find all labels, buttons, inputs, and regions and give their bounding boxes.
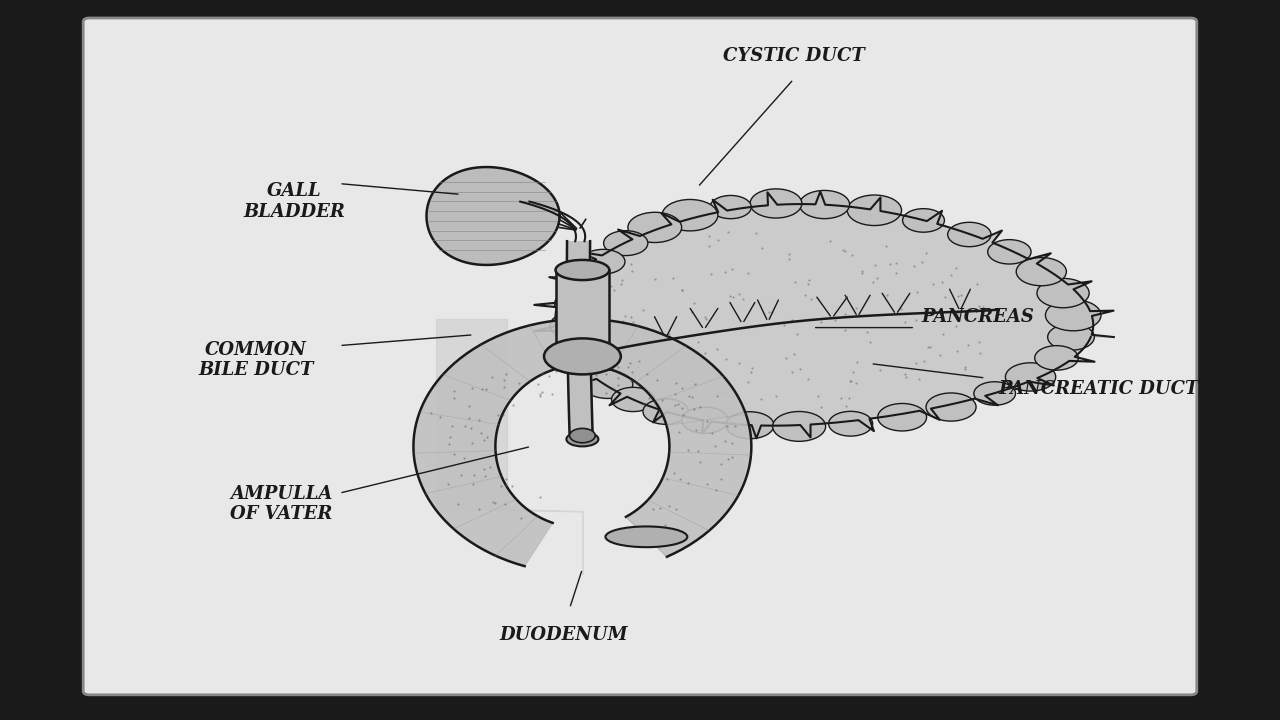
Circle shape <box>643 399 689 424</box>
Circle shape <box>604 230 648 256</box>
Circle shape <box>662 199 718 231</box>
Ellipse shape <box>566 432 599 446</box>
Circle shape <box>567 354 612 379</box>
Polygon shape <box>534 192 1114 438</box>
Circle shape <box>878 403 927 431</box>
Ellipse shape <box>556 260 609 280</box>
Circle shape <box>1005 363 1056 391</box>
Circle shape <box>1047 324 1094 350</box>
Ellipse shape <box>605 526 687 547</box>
Circle shape <box>582 370 632 398</box>
Polygon shape <box>426 167 559 265</box>
Circle shape <box>581 249 625 274</box>
Circle shape <box>1046 300 1101 330</box>
Circle shape <box>1034 346 1078 370</box>
Text: GALL
BLADDER: GALL BLADDER <box>243 182 346 221</box>
Circle shape <box>773 412 826 441</box>
Circle shape <box>750 189 801 218</box>
Circle shape <box>800 190 850 219</box>
Text: CYSTIC DUCT: CYSTIC DUCT <box>723 47 864 65</box>
Circle shape <box>710 195 751 219</box>
Circle shape <box>570 428 595 443</box>
Circle shape <box>682 407 728 433</box>
Text: DUODENUM: DUODENUM <box>499 626 627 644</box>
Circle shape <box>1037 279 1089 307</box>
Circle shape <box>554 333 603 360</box>
Circle shape <box>628 212 682 243</box>
Text: AMPULLA
OF VATER: AMPULLA OF VATER <box>230 485 333 523</box>
Circle shape <box>564 270 609 294</box>
Polygon shape <box>556 270 609 353</box>
Circle shape <box>550 312 599 339</box>
Circle shape <box>974 382 1015 405</box>
Text: COMMON
BILE DUCT: COMMON BILE DUCT <box>198 341 314 379</box>
Circle shape <box>925 393 977 421</box>
Circle shape <box>947 222 991 247</box>
Circle shape <box>1016 258 1066 286</box>
FancyBboxPatch shape <box>83 18 1197 695</box>
Circle shape <box>847 195 901 225</box>
Ellipse shape <box>544 338 621 374</box>
Text: PANCREATIC DUCT: PANCREATIC DUCT <box>998 380 1199 397</box>
Text: PANCREAS: PANCREAS <box>922 308 1034 325</box>
Circle shape <box>612 387 654 412</box>
Polygon shape <box>413 319 751 566</box>
Circle shape <box>988 240 1032 264</box>
Circle shape <box>828 411 873 436</box>
Circle shape <box>902 209 945 232</box>
Circle shape <box>726 412 774 438</box>
Circle shape <box>554 291 600 317</box>
